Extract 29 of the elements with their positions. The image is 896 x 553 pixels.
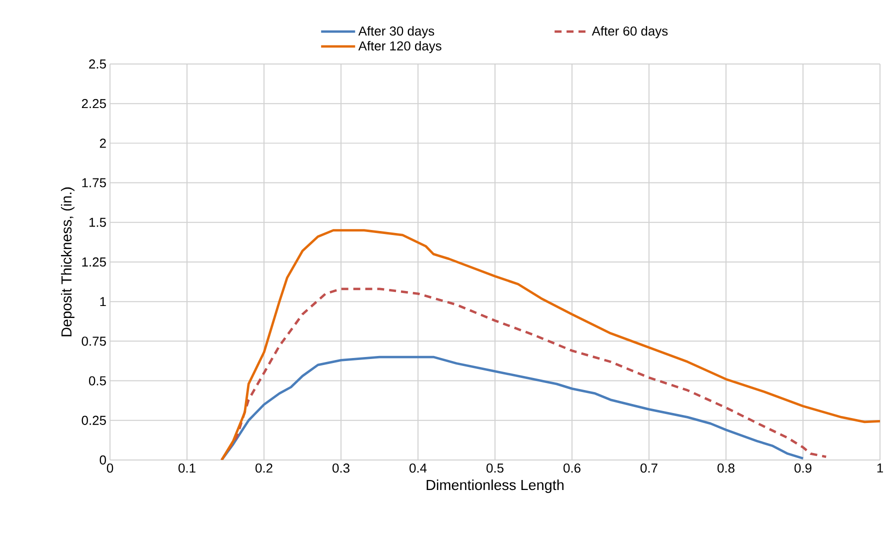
x-axis-title: Dimentionless Length xyxy=(426,480,564,493)
x-tick-label: 0.8 xyxy=(718,464,734,473)
x-tick-label: 0.9 xyxy=(794,464,812,473)
y-tick-label: 0.75 xyxy=(82,336,106,346)
x-tick-label: 0.2 xyxy=(256,464,272,473)
x-tick-label: 0 xyxy=(106,464,114,473)
legend-label: After 120 days xyxy=(358,40,442,54)
legend-label: After 30 days xyxy=(358,26,434,38)
x-tick-label: 0.4 xyxy=(410,464,427,473)
x-tick-label: 1 xyxy=(877,464,883,472)
x-tick-label: 0.7 xyxy=(640,464,658,473)
y-tick-label: 1 xyxy=(100,297,106,306)
x-tick-label: 0.1 xyxy=(178,464,196,473)
line-series xyxy=(220,356,804,460)
y-tick-label: 0 xyxy=(100,455,106,465)
y-tick-label: 2.5 xyxy=(89,59,106,69)
y-tick-label: 0.5 xyxy=(88,376,106,386)
y-axis-title: Deposit Thickness, (in.) xyxy=(60,187,74,336)
x-tick-label: 0.6 xyxy=(564,464,580,473)
y-tick-label: 0.25 xyxy=(82,416,106,425)
x-tick-label: 0.5 xyxy=(486,464,504,473)
y-tick-label: 1.25 xyxy=(82,257,106,267)
legend-label: After 60 days xyxy=(592,26,668,38)
y-tick-label: 1.75 xyxy=(82,178,106,188)
x-tick-label: 0.3 xyxy=(332,464,350,473)
line-series xyxy=(220,229,880,460)
y-tick-label: 2 xyxy=(100,138,106,148)
y-tick-label: 1.5 xyxy=(89,218,106,227)
y-tick-label: 2.25 xyxy=(82,98,106,108)
